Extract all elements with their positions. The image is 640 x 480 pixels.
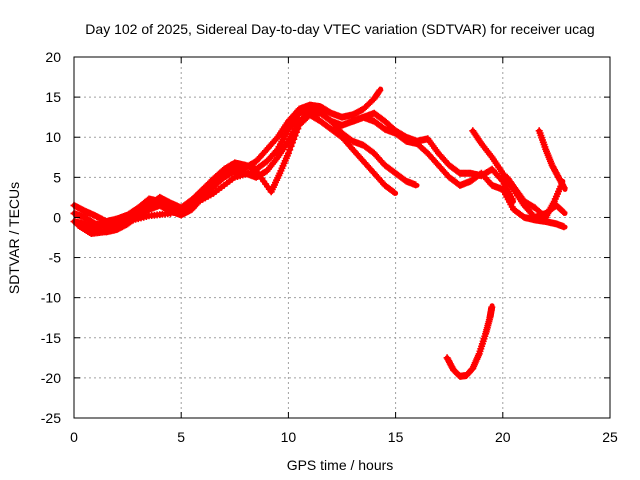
data-point	[290, 135, 298, 143]
x-tick-label: 15	[388, 429, 404, 445]
x-tick-label: 5	[177, 429, 185, 445]
data-point	[291, 132, 299, 140]
y-axis-label: SDTVAR / TECUs	[6, 182, 22, 294]
y-tick-label: -10	[41, 290, 61, 306]
data-point	[559, 207, 567, 215]
data-point	[389, 187, 397, 195]
data-point	[488, 303, 496, 311]
y-tick-label: 20	[45, 49, 61, 65]
data-point	[508, 195, 516, 203]
data-point	[558, 180, 566, 188]
data-point	[390, 188, 398, 196]
y-tick-label: -5	[49, 250, 62, 266]
data-point	[292, 128, 300, 136]
x-tick-label: 0	[70, 429, 78, 445]
plot-frame	[73, 56, 611, 419]
axis-ticks: 0 5 10 15 20 25 -25 -20 -15 -10 -5 0 5 10 15 20	[41, 49, 618, 445]
data-series	[70, 86, 568, 380]
data-point	[287, 142, 295, 150]
y-tick-label: -25	[41, 410, 61, 426]
y-tick-label: 10	[45, 129, 61, 145]
y-tick-label: 15	[45, 89, 61, 105]
data-point	[286, 146, 294, 154]
series-track-i	[443, 303, 496, 380]
y-tick-label: 5	[53, 169, 61, 185]
data-point	[284, 149, 292, 157]
data-point	[294, 125, 302, 133]
data-point	[288, 139, 296, 147]
series-track-e	[349, 109, 516, 204]
x-tick-label: 10	[281, 429, 297, 445]
x-tick-label: 25	[602, 429, 618, 445]
x-axis-label: GPS time / hours	[287, 457, 394, 473]
data-point	[376, 86, 384, 94]
data-point	[412, 181, 420, 189]
series-track-d	[74, 111, 399, 237]
x-tick-label: 20	[495, 429, 511, 445]
series-track-h	[503, 173, 566, 221]
chart-title: Day 102 of 2025, Sidereal Day-to-day VTE…	[85, 21, 594, 37]
data-point	[560, 223, 568, 231]
y-tick-label: 0	[53, 209, 61, 225]
y-tick-label: -20	[41, 370, 61, 386]
data-point	[560, 208, 568, 216]
series-track-g	[535, 127, 568, 192]
y-tick-label: -15	[41, 330, 61, 346]
